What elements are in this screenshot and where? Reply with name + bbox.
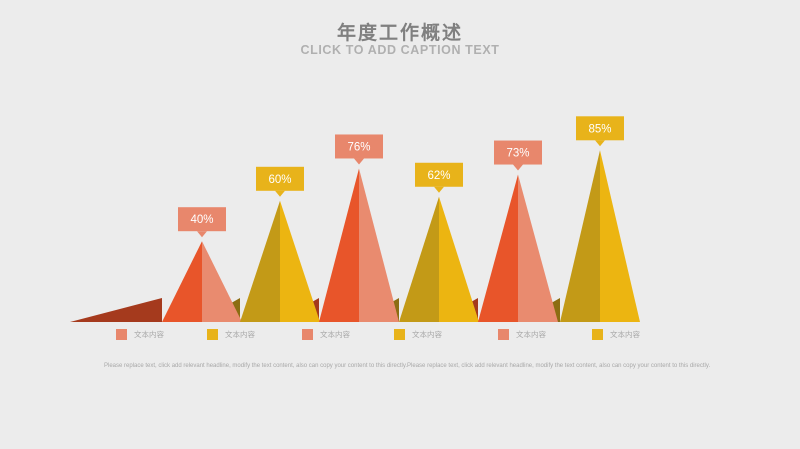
value-label-box xyxy=(494,140,542,165)
footnote-text: Please replace text, click add relevant … xyxy=(104,363,711,369)
pyramid-right-face xyxy=(439,196,479,322)
pyramid-right-face xyxy=(280,200,320,322)
value-label: 76% xyxy=(347,141,370,153)
pyramid-left-face xyxy=(240,200,280,322)
legend-item: 文本内容 xyxy=(116,327,164,341)
pyramid-left-face xyxy=(478,174,518,322)
legend-swatch xyxy=(592,328,603,340)
value-label-box xyxy=(415,162,463,187)
legend-label: 文本内容 xyxy=(134,329,164,339)
pyramid-right-face xyxy=(359,168,399,322)
legend-item: 文本内容 xyxy=(207,327,255,341)
value-label-pointer xyxy=(197,231,207,238)
pyramid-right-face xyxy=(600,150,640,322)
value-label-box xyxy=(576,116,624,141)
value-label-pointer xyxy=(275,190,285,197)
pyramid-left-face xyxy=(162,241,202,322)
legend-item: 文本内容 xyxy=(498,327,546,341)
pyramid-left-face xyxy=(319,168,359,322)
legend-label: 文本内容 xyxy=(610,329,640,339)
legend: 文本内容 文本内容 文本内容 文本内容 文本内容 文本内容 xyxy=(0,327,800,341)
chart-title: 年度工作概述 xyxy=(336,22,463,44)
pyramid-left-face xyxy=(560,150,600,322)
legend-swatch xyxy=(116,328,127,340)
value-label: 73% xyxy=(506,148,529,160)
value-label-pointer xyxy=(513,164,523,171)
legend-swatch xyxy=(302,328,313,340)
legend-label: 文本内容 xyxy=(412,329,442,339)
chart-subtitle: CLICK TO ADD CAPTION TEXT xyxy=(300,43,500,57)
value-label: 60% xyxy=(268,174,291,186)
legend-swatch xyxy=(394,328,405,340)
legend-swatch xyxy=(207,328,218,340)
legend-label: 文本内容 xyxy=(225,329,255,339)
value-label-box xyxy=(335,134,383,159)
legend-item: 文本内容 xyxy=(394,327,442,341)
legend-item: 文本内容 xyxy=(302,327,350,341)
value-label-pointer xyxy=(354,158,364,165)
pyramid-shadow xyxy=(70,298,162,322)
pyramid-left-face xyxy=(399,196,439,322)
value-label-box xyxy=(178,207,226,232)
value-label-pointer xyxy=(595,140,605,147)
legend-swatch xyxy=(498,328,509,340)
legend-label: 文本内容 xyxy=(516,329,546,339)
legend-item: 文本内容 xyxy=(592,327,640,341)
legend-label: 文本内容 xyxy=(320,329,350,339)
value-label: 85% xyxy=(588,123,611,135)
value-label-box xyxy=(256,166,304,191)
value-label-pointer xyxy=(434,186,444,193)
pyramid-right-face xyxy=(202,241,242,322)
pyramid-right-face xyxy=(518,174,558,322)
value-label: 62% xyxy=(427,170,450,182)
value-label: 40% xyxy=(190,214,213,226)
